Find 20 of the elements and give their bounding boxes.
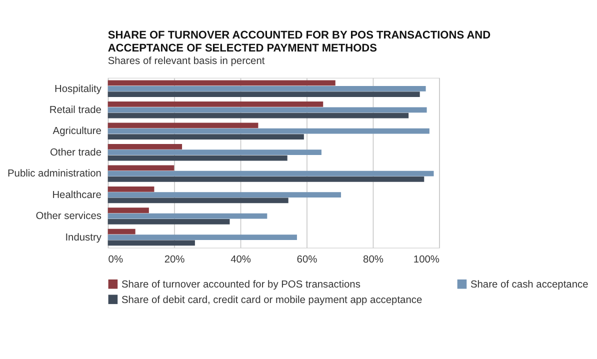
chart-subtitle: Shares of relevant basis in percent — [108, 56, 265, 68]
x-tick-label: 20% — [164, 254, 185, 266]
legend-label: Share of turnover accounted for by POS transactions — [121, 280, 360, 291]
legend-label: Share of debit card, credit card or mobile payment app acceptance — [121, 294, 422, 306]
y-tick-label: Agriculture — [52, 126, 102, 138]
text: ACCEPTANCE OF SELECTED PAYMENT METHODS — [108, 42, 377, 54]
y-tick-label: Public administration — [7, 168, 102, 180]
x-tick-label: 80% — [363, 254, 384, 266]
y-tick-label: Other trade — [50, 147, 102, 158]
x-tick-label: 40% — [230, 254, 251, 266]
y-tick-label: Healthcare — [52, 190, 102, 201]
legend-label: Share of cash acceptance — [470, 280, 589, 291]
y-tick-label: Hospitality — [54, 84, 102, 95]
y-tick-label: Industry — [65, 232, 102, 244]
y-tick-label: Other services — [36, 211, 102, 222]
text: SHARE OF TURNOVER ACCOUNTED FOR BY POS TRANSACTIONS AND — [108, 30, 491, 42]
x-tick-label: 60% — [296, 254, 318, 266]
x-tick-label: 0% — [108, 254, 124, 266]
y-tick-label: Retail trade — [49, 105, 102, 116]
x-tick-label: 100% — [413, 254, 440, 266]
